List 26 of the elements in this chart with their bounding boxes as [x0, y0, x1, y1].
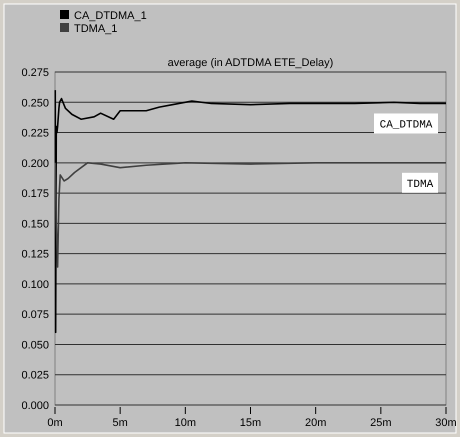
x-tick-label: 25m: [370, 417, 392, 429]
y-tick-label: 0.150: [21, 218, 49, 230]
x-tick-label: 20m: [304, 417, 326, 429]
y-tick-label: 0.250: [21, 97, 49, 110]
y-tick-label: 0.225: [21, 128, 49, 140]
y-tick-label: 0.125: [21, 248, 49, 261]
y-tick-label: 0.025: [21, 370, 49, 382]
y-tick-label: 0.100: [21, 278, 49, 291]
x-tick-label: 10m: [174, 417, 196, 429]
legend-label: TDMA_1: [74, 23, 118, 35]
x-tick-label: 30m: [435, 417, 457, 429]
x-tick-label: 0m: [47, 417, 63, 429]
line-series: [54, 162, 447, 268]
y-tick-label: 0.175: [21, 188, 49, 200]
chart-title: average (in ADTDMA ETE_Delay): [168, 57, 334, 69]
x-tick-label: 15m: [240, 417, 262, 429]
y-tick-label: 0.075: [21, 309, 49, 322]
annotation: CA_DTDMA: [380, 119, 433, 132]
y-tick-label: 0.200: [21, 158, 49, 170]
x-tick-label: 5m: [112, 417, 128, 429]
y-tick-label: 0.275: [21, 67, 49, 79]
line-series: [54, 89, 447, 334]
annotation: TDMA: [406, 178, 434, 191]
legend-label: CA_DTDMA_1: [74, 10, 147, 22]
y-tick-label: 0.050: [21, 339, 49, 352]
y-tick-label: 0.000: [21, 400, 49, 412]
